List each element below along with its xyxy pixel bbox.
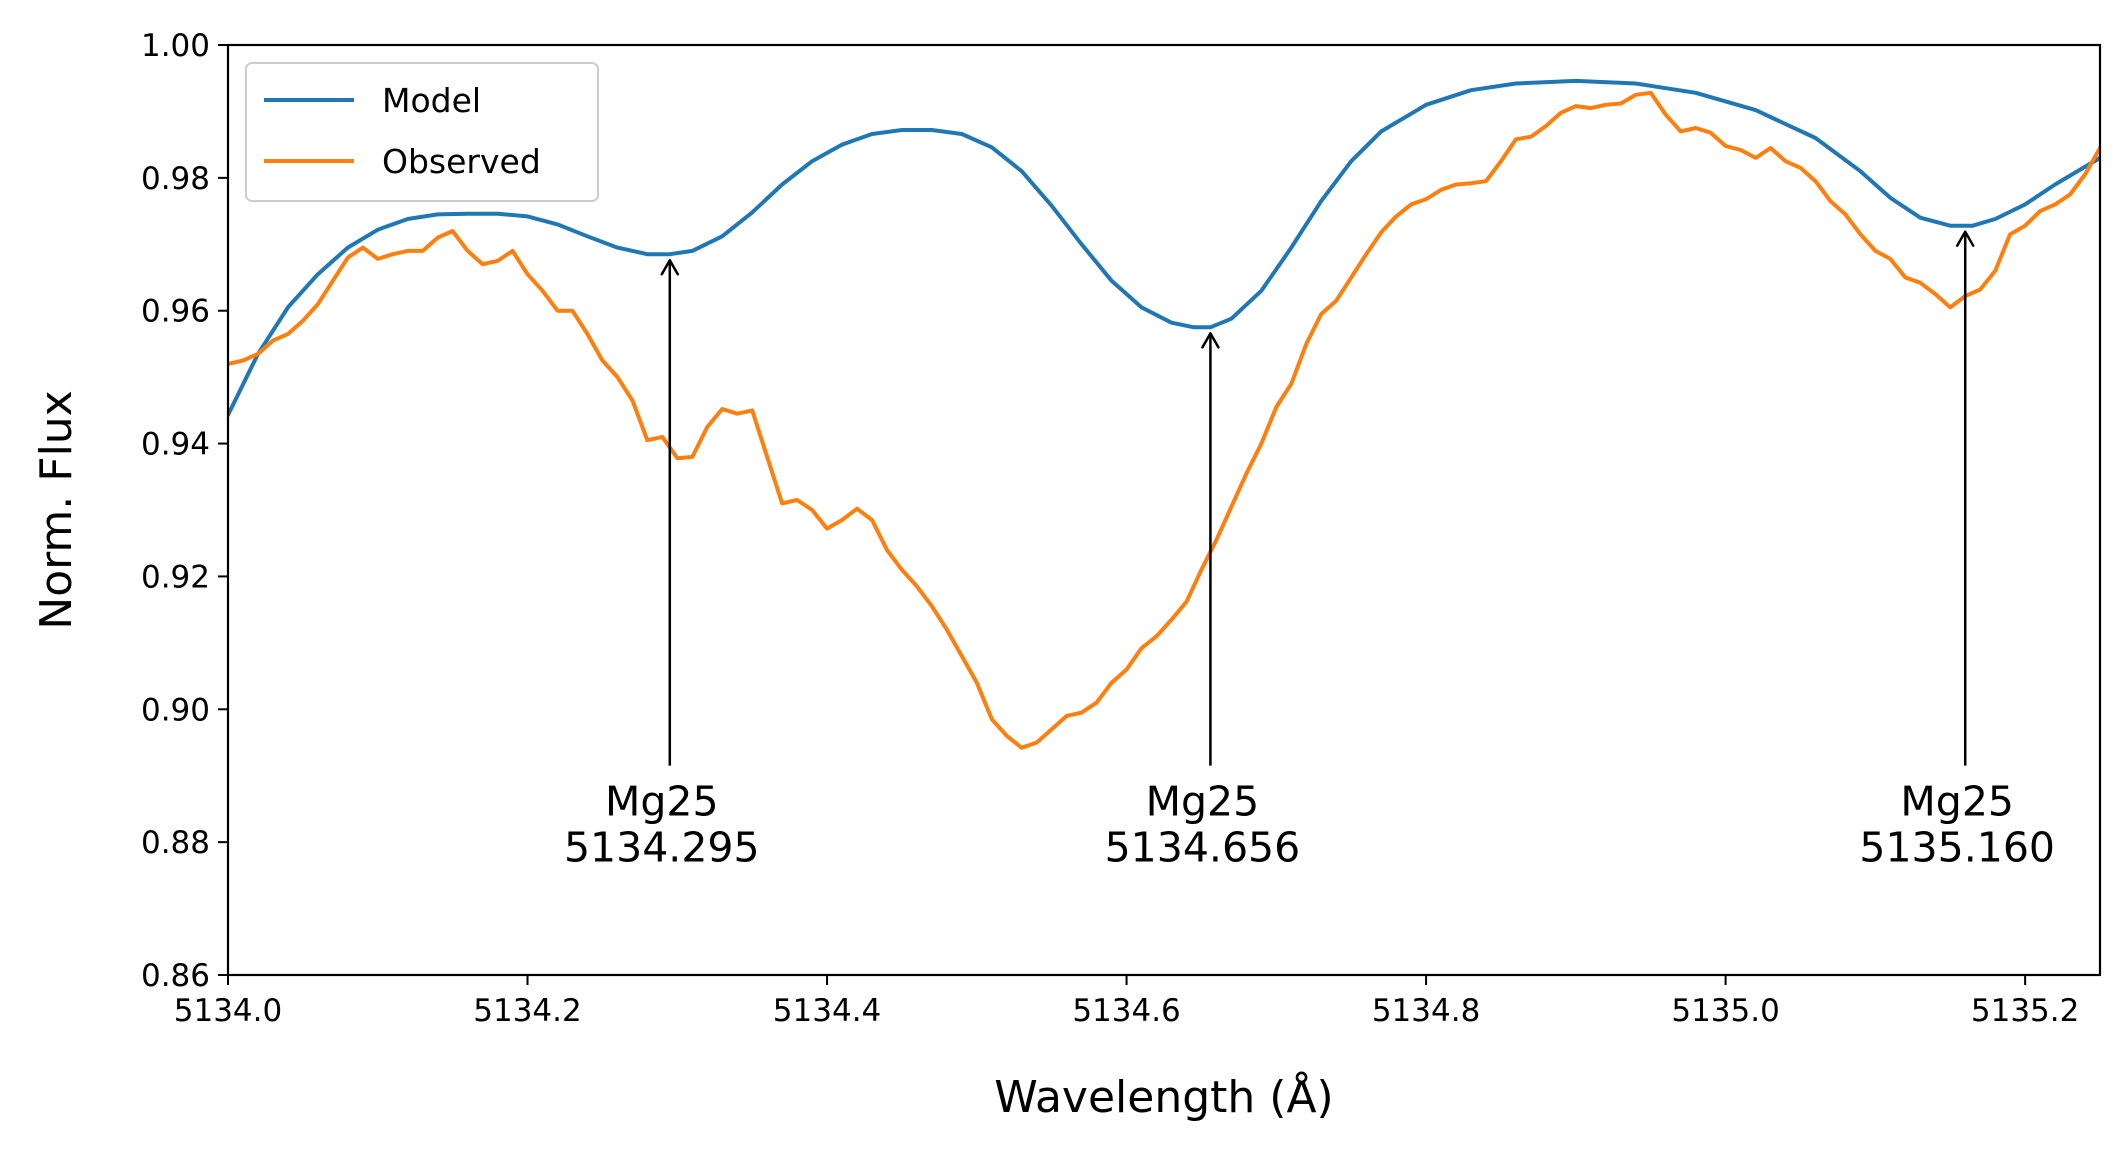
y-axis-label: Norm. Flux [31,390,82,629]
y-axis-ticks: 0.86 0.88 0.90 0.92 0.94 0.96 0.98 1.00 [141,28,228,994]
y-tick-label: 0.96 [141,294,210,330]
series-line-observed [228,90,2100,750]
x-tick-label: 5134.6 [1072,993,1180,1029]
annotation-wavelength-label: 5135.160 [1859,824,2055,872]
y-tick-label: 0.88 [141,825,210,861]
x-tick-label: 5134.8 [1372,993,1480,1029]
x-axis-label: Wavelength (Å) [994,1070,1333,1123]
x-tick-label: 5134.4 [773,993,881,1029]
annotation-arrow-head [1955,230,1975,247]
legend-label-observed: Observed [382,142,541,181]
y-tick-label: 0.90 [141,692,210,728]
legend-label-model: Model [382,81,481,120]
x-tick-label: 5135.2 [1971,993,2079,1029]
legend-box [245,62,599,202]
annotation-species-label: Mg25 [605,778,719,826]
x-tick-label: 5135.0 [1671,993,1779,1029]
y-tick-label: 0.92 [141,559,210,595]
annotation-wavelength-label: 5134.656 [1105,824,1301,872]
y-tick-label: 0.86 [141,958,210,994]
y-tick-label: 0.94 [141,427,210,463]
annotation-arrow-head [1201,332,1220,349]
x-tick-label: 5134.2 [473,993,581,1029]
series-lines [228,78,2100,750]
x-axis-ticks: 5134.0 5134.2 5134.4 5134.6 5134.8 5135.0 5135… [174,975,2079,1029]
x-tick-label: 5134.0 [174,993,282,1029]
plot-frame [226,43,2102,977]
annotation-wavelength-label: 5134.295 [564,824,760,872]
legend: Model Observed [245,62,599,202]
annotation-arrow-head [660,259,680,276]
y-tick-label: 0.98 [141,161,210,197]
annotation-species-label: Mg25 [1146,778,1260,826]
annotation-species-label: Mg25 [1900,778,2014,826]
y-tick-label: 1.00 [141,28,210,64]
series-line-model [228,78,2100,417]
